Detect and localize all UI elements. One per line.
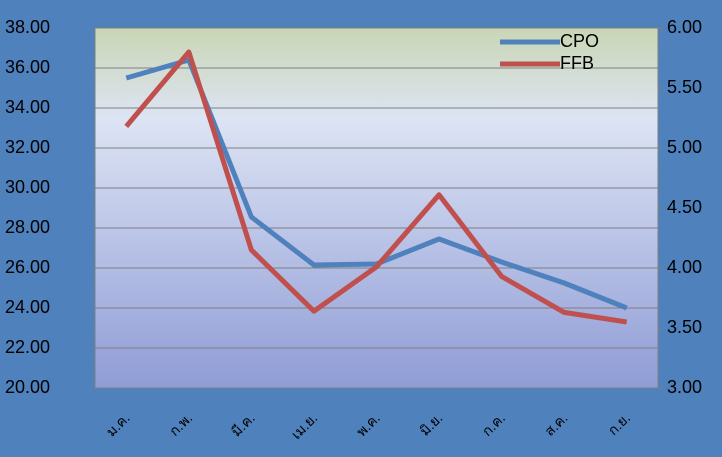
y-tick-label: 24.00: [5, 297, 50, 317]
y-tick-label: 36.00: [5, 57, 50, 77]
y2-tick-label: 3.00: [667, 377, 702, 397]
y-tick-label: 20.00: [5, 377, 50, 397]
y2-tick-label: 4.00: [667, 257, 702, 277]
y2-tick-label: 3.50: [667, 317, 702, 337]
y2-tick-label: 5.50: [667, 77, 702, 97]
y-tick-label: 28.00: [5, 217, 50, 237]
y-tick-label: 22.00: [5, 337, 50, 357]
series-line: [124, 49, 628, 325]
plot-area: [94, 27, 659, 389]
legend-label: FFB: [560, 53, 594, 73]
y-tick-label: 32.00: [5, 137, 50, 157]
y2-tick-label: 6.00: [667, 17, 702, 37]
y-tick-label: 30.00: [5, 177, 50, 197]
y-tick-label: 26.00: [5, 257, 50, 277]
y-tick-label: 38.00: [5, 17, 50, 37]
legend-label: CPO: [560, 31, 599, 51]
y2-tick-label: 5.00: [667, 137, 702, 157]
y-tick-label: 34.00: [5, 97, 50, 117]
y2-tick-label: 4.50: [667, 197, 702, 217]
